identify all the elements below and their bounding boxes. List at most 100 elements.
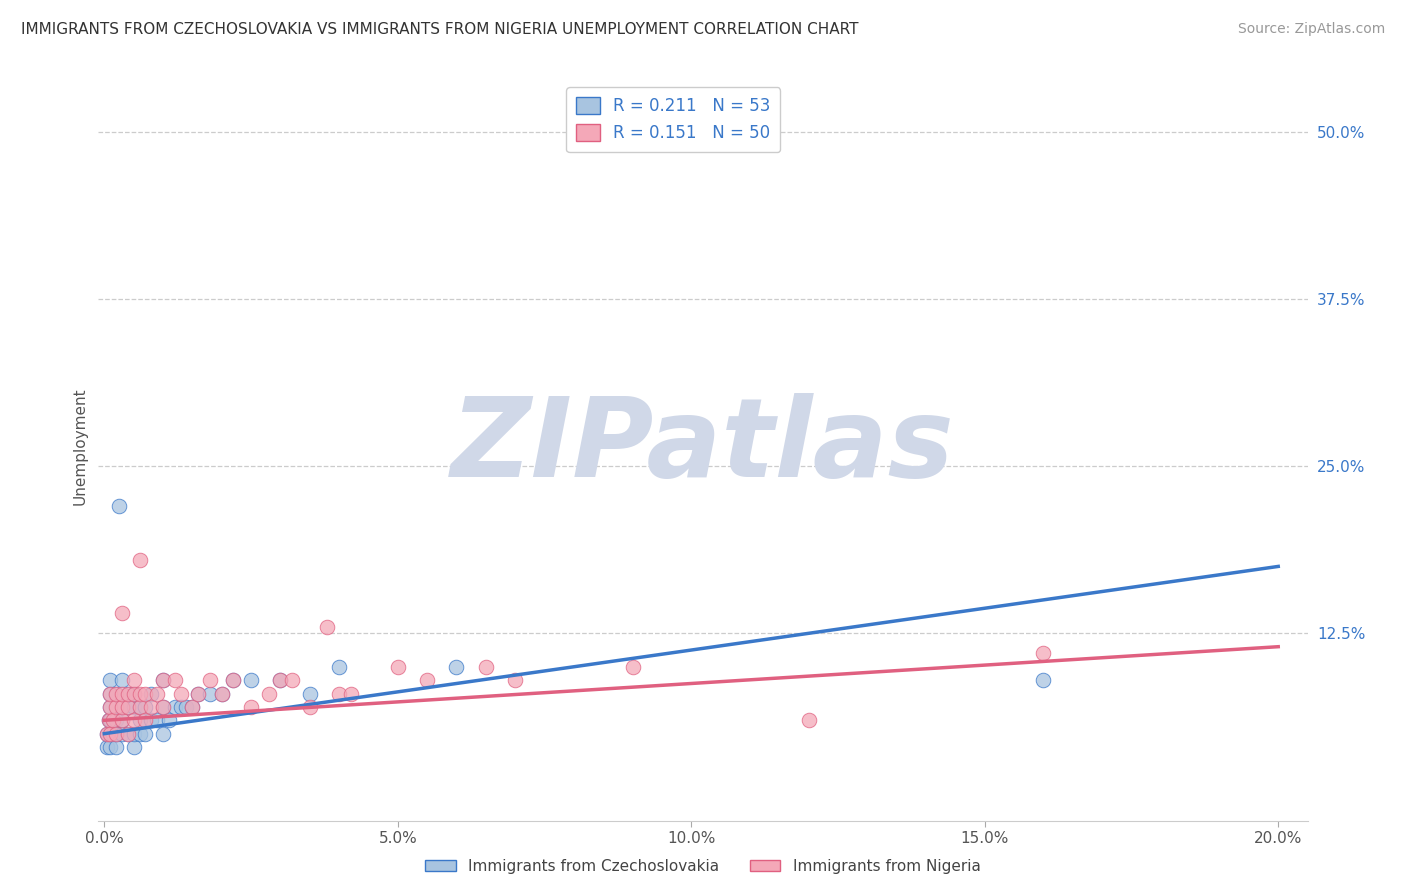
- Point: [128, 714, 150, 728]
- Point: [105, 726, 128, 740]
- Text: Source: ZipAtlas.com: Source: ZipAtlas.com: [1237, 22, 1385, 37]
- Point: [117, 699, 139, 714]
- Point: [122, 687, 145, 701]
- Point: [105, 687, 128, 701]
- Point: [98, 726, 121, 740]
- Point: [269, 673, 291, 688]
- Point: [387, 660, 409, 674]
- Point: [446, 660, 468, 674]
- Point: [105, 687, 128, 701]
- Point: [101, 714, 124, 728]
- Point: [128, 699, 150, 714]
- Point: [157, 714, 180, 728]
- Point: [298, 687, 321, 701]
- Point: [181, 699, 204, 714]
- Point: [211, 687, 233, 701]
- Point: [105, 699, 128, 714]
- Point: [111, 726, 134, 740]
- Point: [134, 714, 156, 728]
- Point: [163, 673, 186, 688]
- Text: ZIPatlas: ZIPatlas: [451, 392, 955, 500]
- Point: [187, 687, 209, 701]
- Point: [105, 714, 128, 728]
- Point: [122, 740, 145, 755]
- Point: [328, 660, 350, 674]
- Y-axis label: Unemployment: Unemployment: [72, 387, 87, 505]
- Point: [240, 673, 263, 688]
- Point: [98, 673, 121, 688]
- Point: [98, 687, 121, 701]
- Point: [117, 726, 139, 740]
- Point: [169, 699, 191, 714]
- Point: [96, 726, 118, 740]
- Point: [169, 687, 191, 701]
- Point: [111, 699, 134, 714]
- Point: [152, 673, 174, 688]
- Point: [108, 500, 131, 514]
- Point: [198, 687, 221, 701]
- Point: [621, 660, 644, 674]
- Point: [96, 726, 118, 740]
- Point: [257, 687, 280, 701]
- Point: [222, 673, 245, 688]
- Point: [163, 699, 186, 714]
- Point: [240, 699, 263, 714]
- Point: [141, 687, 163, 701]
- Point: [340, 687, 363, 701]
- Point: [128, 553, 150, 567]
- Point: [111, 607, 134, 621]
- Point: [797, 714, 820, 728]
- Point: [98, 726, 121, 740]
- Point: [152, 699, 174, 714]
- Point: [141, 714, 163, 728]
- Point: [328, 687, 350, 701]
- Point: [1032, 673, 1054, 688]
- Point: [111, 673, 134, 688]
- Point: [98, 714, 121, 728]
- Point: [122, 714, 145, 728]
- Point: [152, 699, 174, 714]
- Point: [111, 699, 134, 714]
- Point: [269, 673, 291, 688]
- Point: [316, 620, 339, 634]
- Point: [222, 673, 245, 688]
- Point: [298, 699, 321, 714]
- Point: [128, 699, 150, 714]
- Point: [122, 726, 145, 740]
- Point: [152, 726, 174, 740]
- Point: [101, 714, 124, 728]
- Point: [503, 673, 526, 688]
- Point: [211, 687, 233, 701]
- Point: [117, 726, 139, 740]
- Point: [111, 687, 134, 701]
- Point: [146, 687, 169, 701]
- Point: [98, 740, 121, 755]
- Point: [117, 699, 139, 714]
- Point: [134, 726, 156, 740]
- Point: [117, 687, 139, 701]
- Point: [96, 740, 118, 755]
- Point: [105, 726, 128, 740]
- Point: [98, 687, 121, 701]
- Point: [416, 673, 439, 688]
- Point: [1032, 646, 1054, 660]
- Text: IMMIGRANTS FROM CZECHOSLOVAKIA VS IMMIGRANTS FROM NIGERIA UNEMPLOYMENT CORRELATI: IMMIGRANTS FROM CZECHOSLOVAKIA VS IMMIGR…: [21, 22, 859, 37]
- Point: [122, 699, 145, 714]
- Point: [146, 714, 169, 728]
- Point: [134, 699, 156, 714]
- Point: [101, 726, 124, 740]
- Point: [128, 687, 150, 701]
- Point: [98, 714, 121, 728]
- Point: [98, 699, 121, 714]
- Point: [134, 687, 156, 701]
- Point: [475, 660, 498, 674]
- Point: [181, 699, 204, 714]
- Point: [117, 687, 139, 701]
- Point: [198, 673, 221, 688]
- Point: [105, 740, 128, 755]
- Point: [111, 714, 134, 728]
- Point: [187, 687, 209, 701]
- Point: [111, 714, 134, 728]
- Legend: Immigrants from Czechoslovakia, Immigrants from Nigeria: Immigrants from Czechoslovakia, Immigran…: [419, 853, 987, 880]
- Point: [128, 726, 150, 740]
